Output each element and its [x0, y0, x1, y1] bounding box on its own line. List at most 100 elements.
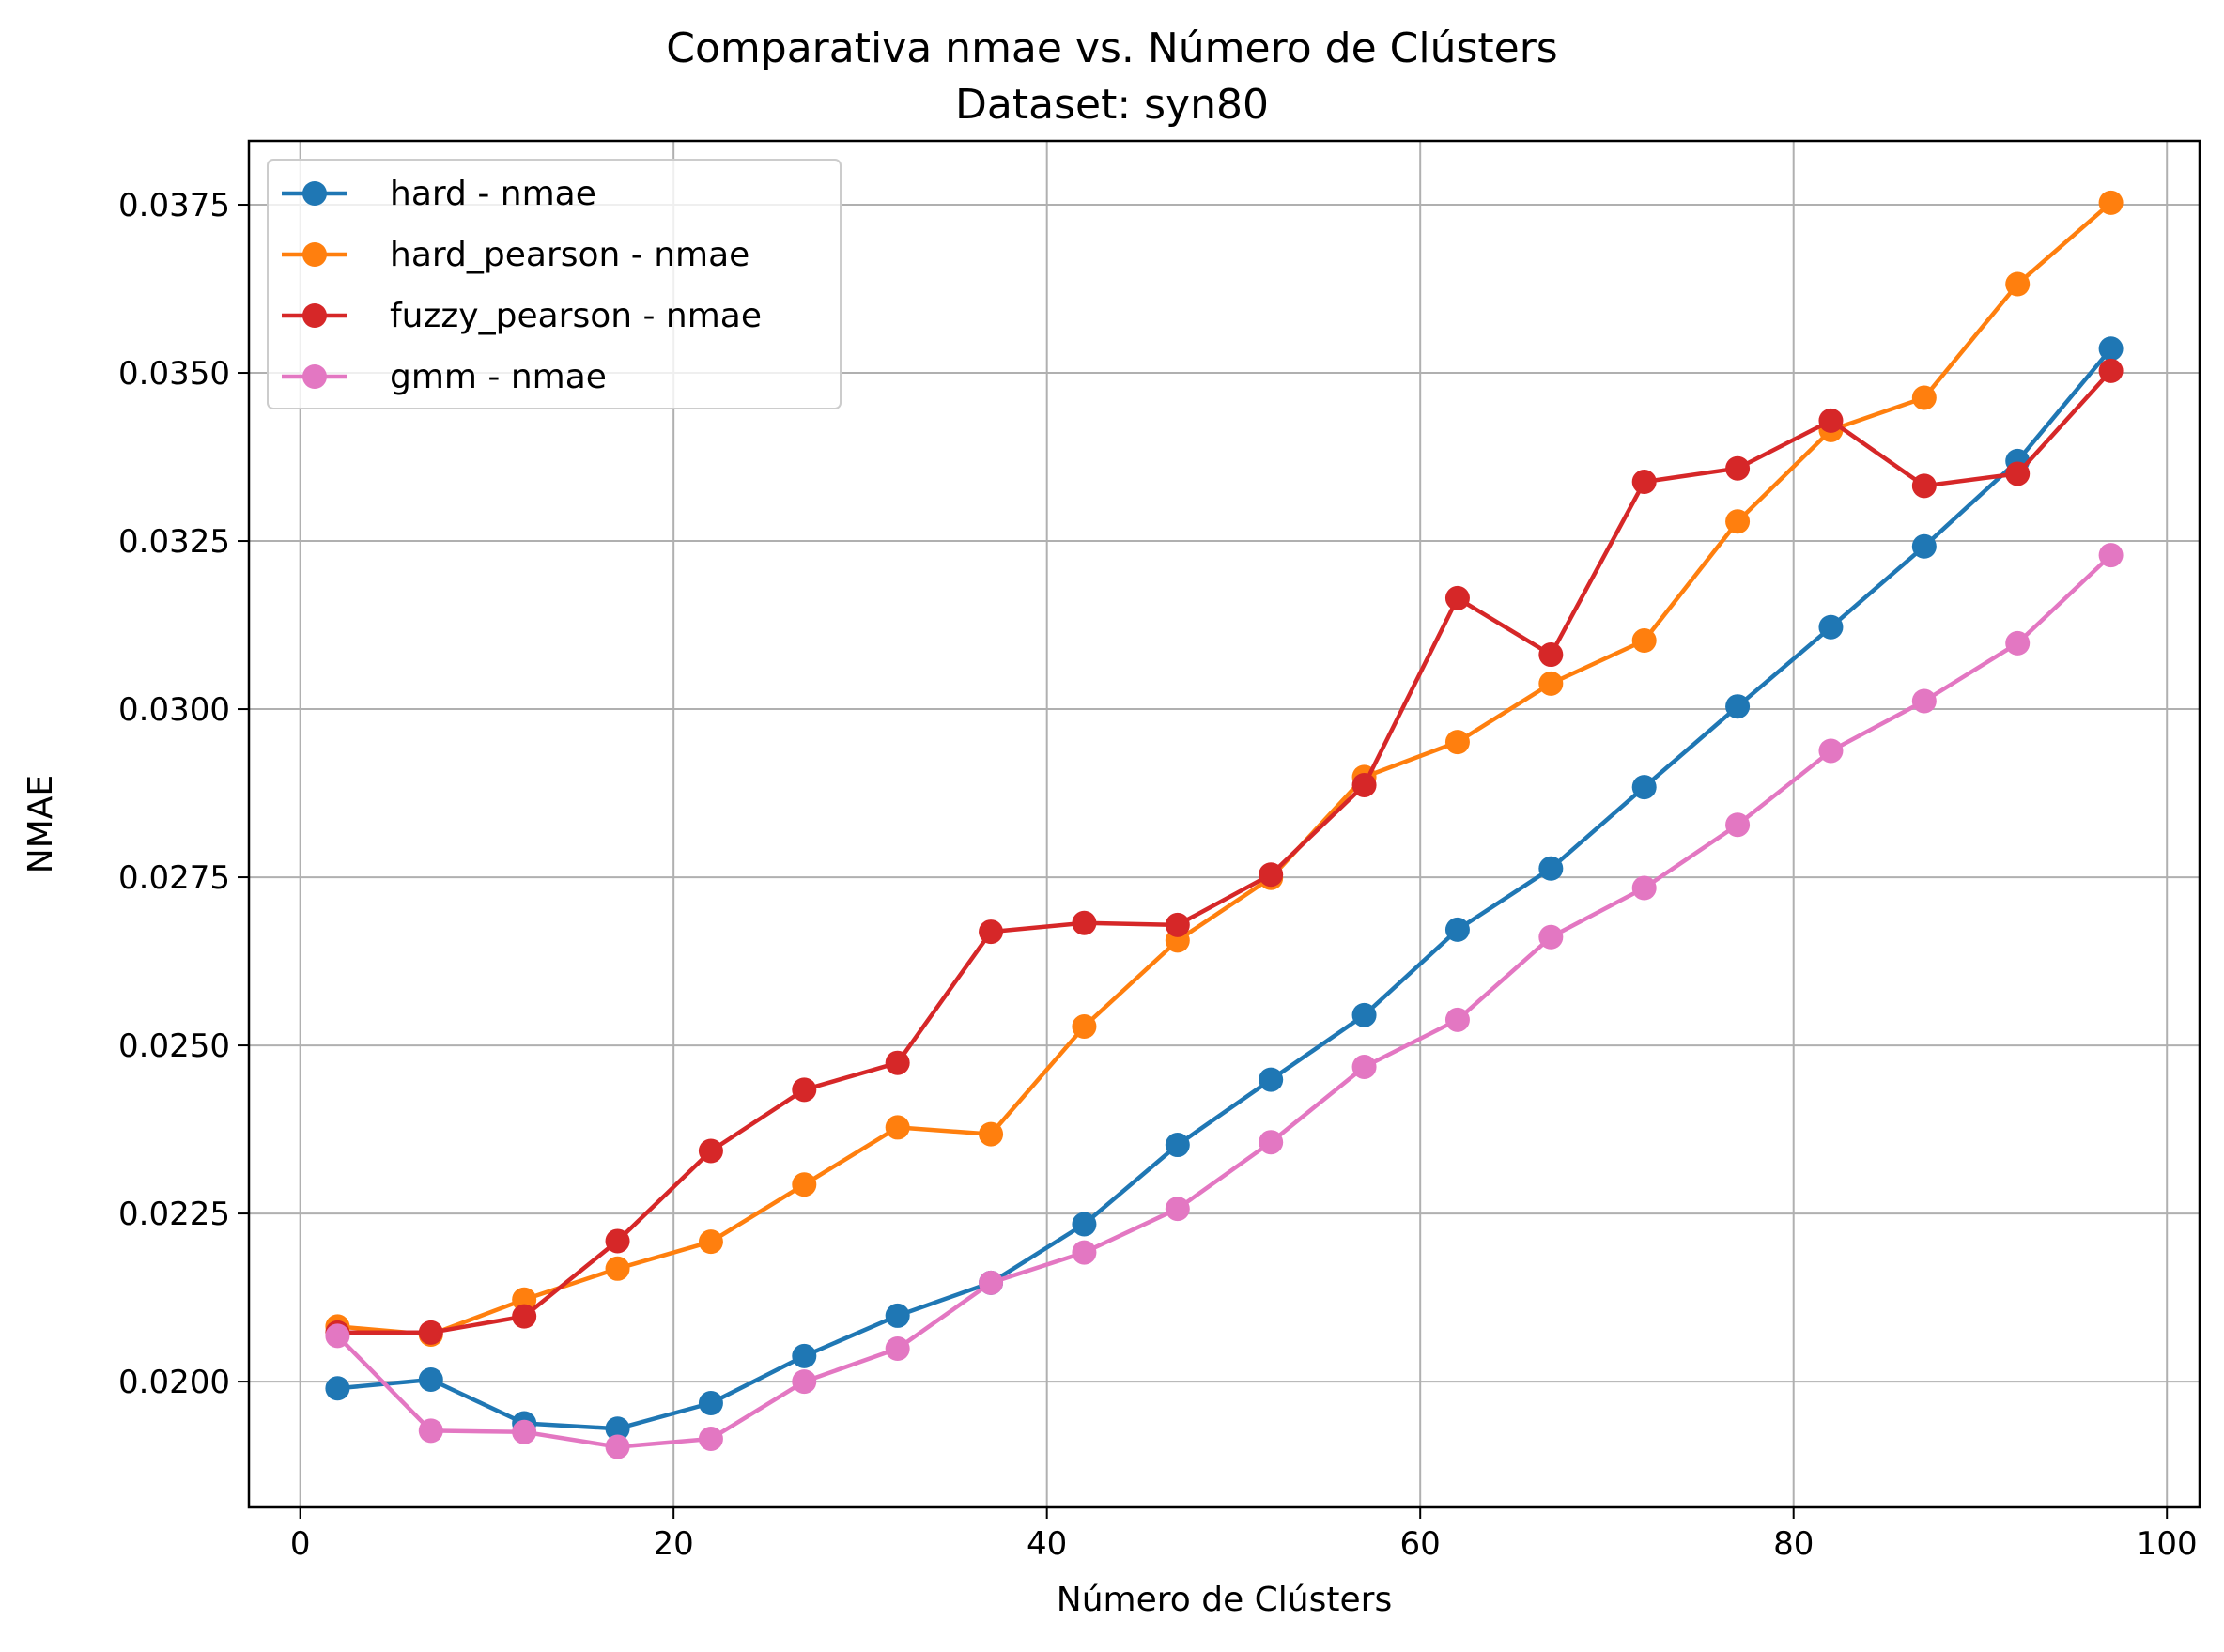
data-point: [2098, 358, 2124, 383]
data-point: [418, 1320, 443, 1345]
legend-label: fuzzy_pearson - nmae: [390, 297, 762, 335]
y-tick-label: 0.0225: [118, 1196, 230, 1233]
data-point: [1259, 1130, 1284, 1155]
data-point: [1911, 688, 1937, 714]
data-point: [885, 1336, 910, 1362]
legend-swatch-marker: [302, 242, 327, 267]
data-point: [792, 1172, 817, 1197]
series-layer: [325, 190, 2124, 1459]
data-point: [1911, 473, 1937, 499]
data-point: [1911, 385, 1937, 410]
legend-label: hard - nmae: [390, 175, 596, 213]
x-tick-label: 80: [1773, 1525, 1814, 1563]
data-point: [792, 1343, 817, 1368]
data-point: [2005, 271, 2031, 297]
data-point: [1165, 1133, 1190, 1158]
data-point: [885, 1303, 910, 1328]
y-axis-label: NMAE: [22, 775, 60, 873]
data-point: [1259, 1067, 1284, 1092]
data-point: [979, 919, 1004, 945]
data-point: [1072, 1014, 1097, 1040]
data-point: [1259, 862, 1284, 888]
data-point: [1725, 694, 1751, 719]
data-point: [698, 1426, 723, 1451]
chart-subtitle: Dataset: syn80: [955, 81, 1269, 129]
data-point: [1725, 812, 1751, 838]
data-point: [418, 1366, 443, 1392]
y-tick-label: 0.0200: [118, 1364, 230, 1401]
data-point: [1351, 1002, 1377, 1027]
data-point: [979, 1270, 1004, 1295]
y-tick-label: 0.0300: [118, 691, 230, 729]
data-point: [605, 1434, 630, 1459]
legend-box: [267, 159, 842, 409]
data-point: [1072, 1240, 1097, 1265]
x-tick-label: 0: [290, 1525, 311, 1563]
data-point: [512, 1419, 537, 1444]
data-point: [1911, 533, 1937, 559]
legend: hard - nmae hard_pearson - nmae fuzzy_pear…: [267, 159, 842, 409]
data-point: [1444, 730, 1470, 755]
y-tick-label: 0.0350: [118, 355, 230, 393]
data-point: [1725, 455, 1751, 481]
data-point: [2098, 543, 2124, 568]
data-point: [1351, 1054, 1377, 1079]
data-point: [885, 1050, 910, 1075]
data-point: [512, 1287, 537, 1312]
series-line: [335, 553, 2113, 1449]
series-line: [337, 369, 2113, 1335]
data-point: [1165, 912, 1190, 937]
data-point: [605, 1228, 630, 1254]
data-point: [1444, 585, 1470, 610]
legend-label: hard_pearson - nmae: [390, 236, 749, 274]
data-point: [1631, 470, 1657, 495]
legend-label: gmm - nmae: [390, 358, 607, 396]
plot-frame: [247, 139, 2201, 1509]
data-point: [2005, 630, 2031, 656]
y-tick-label: 0.0275: [118, 859, 230, 897]
y-tick-label: 0.0375: [118, 187, 230, 224]
data-point: [698, 1229, 723, 1255]
data-point: [1631, 775, 1657, 800]
data-point: [605, 1416, 630, 1442]
data-point: [1538, 642, 1564, 668]
data-point: [1444, 917, 1470, 942]
data-point: [1818, 408, 1844, 433]
legend-swatch-marker: [302, 303, 327, 328]
data-point: [792, 1369, 817, 1395]
data-point: [698, 1391, 723, 1416]
data-point: [2098, 190, 2124, 215]
data-point: [1725, 509, 1751, 534]
data-point: [2005, 461, 2031, 486]
x-tick-label: 60: [1400, 1525, 1441, 1563]
data-point: [2098, 336, 2124, 362]
y-tick-label: 0.0325: [118, 523, 230, 561]
chart-title: Comparativa nmae vs. Número de Clústers: [666, 24, 1558, 72]
data-point: [605, 1256, 630, 1281]
legend-swatch-marker: [302, 181, 327, 206]
data-point: [1072, 910, 1097, 935]
x-tick-label: 40: [1027, 1525, 1067, 1563]
data-point: [1538, 856, 1564, 881]
data-point: [792, 1077, 817, 1103]
series-line: [337, 347, 2113, 1431]
data-point: [512, 1304, 537, 1329]
data-point: [1631, 628, 1657, 654]
data-point: [1818, 738, 1844, 764]
data-point: [1165, 1197, 1190, 1222]
data-point: [1631, 875, 1657, 901]
x-axis-label: Número de Clústers: [1057, 1581, 1392, 1619]
data-point: [1072, 1212, 1097, 1237]
series-3: [325, 358, 2124, 1345]
data-point: [1538, 671, 1564, 696]
legend-swatch-marker: [302, 364, 327, 389]
data-point: [1351, 772, 1377, 797]
x-tick-label: 100: [2137, 1525, 2198, 1563]
data-point: [885, 1115, 910, 1140]
data-point: [325, 1376, 350, 1401]
x-tick-label: 20: [654, 1525, 694, 1563]
data-point: [325, 1323, 350, 1349]
data-point: [418, 1418, 443, 1444]
series-4: [325, 543, 2124, 1459]
